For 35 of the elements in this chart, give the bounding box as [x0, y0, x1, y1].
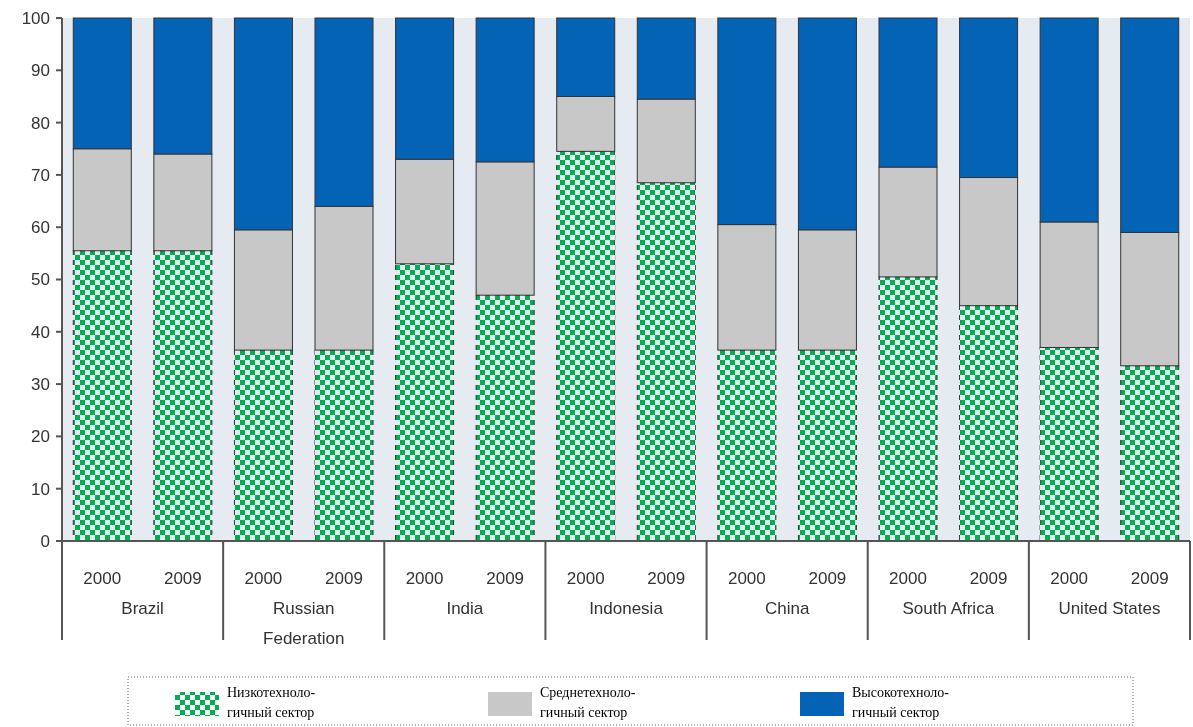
x-tick-label: 2009	[647, 569, 686, 588]
text: India	[446, 599, 484, 618]
x-tick-label: 2000	[405, 569, 444, 588]
x-tick-label: 2000	[566, 569, 605, 588]
y-tick-label: 70	[31, 165, 50, 185]
y-tick-label: 10	[31, 479, 50, 499]
text: Brazil	[121, 599, 164, 618]
y-tick-label: 50	[31, 270, 50, 290]
text: Russian Federation	[263, 599, 345, 648]
y-tick-label: 40	[31, 322, 50, 342]
y-tick-label: 100	[21, 8, 50, 28]
legend-label: Высокотехноло- гичный сектор	[852, 685, 953, 720]
y-tick-label: 0	[40, 531, 50, 551]
text: China	[764, 599, 810, 618]
legend-label: Среднетехноло- гичный сектор	[540, 685, 639, 720]
x-tick-label: 2009	[325, 569, 363, 588]
y-tick-label: 20	[31, 427, 50, 447]
x-tick-label: 2000	[1050, 569, 1089, 588]
x-tick-label: 2000	[244, 569, 283, 588]
y-tick-label: 90	[31, 61, 50, 81]
text: South Africa	[902, 599, 995, 618]
x-tick-label: 2009	[969, 569, 1008, 588]
x-tick-label: 2009	[808, 569, 847, 588]
x-tick-label: 2009	[486, 569, 525, 588]
x-tick-label: 2009	[1130, 569, 1169, 588]
y-tick-label: 30	[31, 375, 50, 395]
text: Indonesia	[589, 599, 664, 618]
x-tick-label: 2009	[163, 569, 202, 588]
text: United States	[1058, 599, 1161, 618]
x-tick-label: 2000	[727, 569, 766, 588]
x-tick-label: 2000	[83, 569, 122, 588]
y-tick-label: 60	[31, 218, 50, 238]
y-tick-label: 80	[31, 113, 50, 133]
legend-label: Низкотехноло- гичный сектор	[227, 685, 319, 720]
x-tick-label: 2000	[889, 569, 927, 588]
